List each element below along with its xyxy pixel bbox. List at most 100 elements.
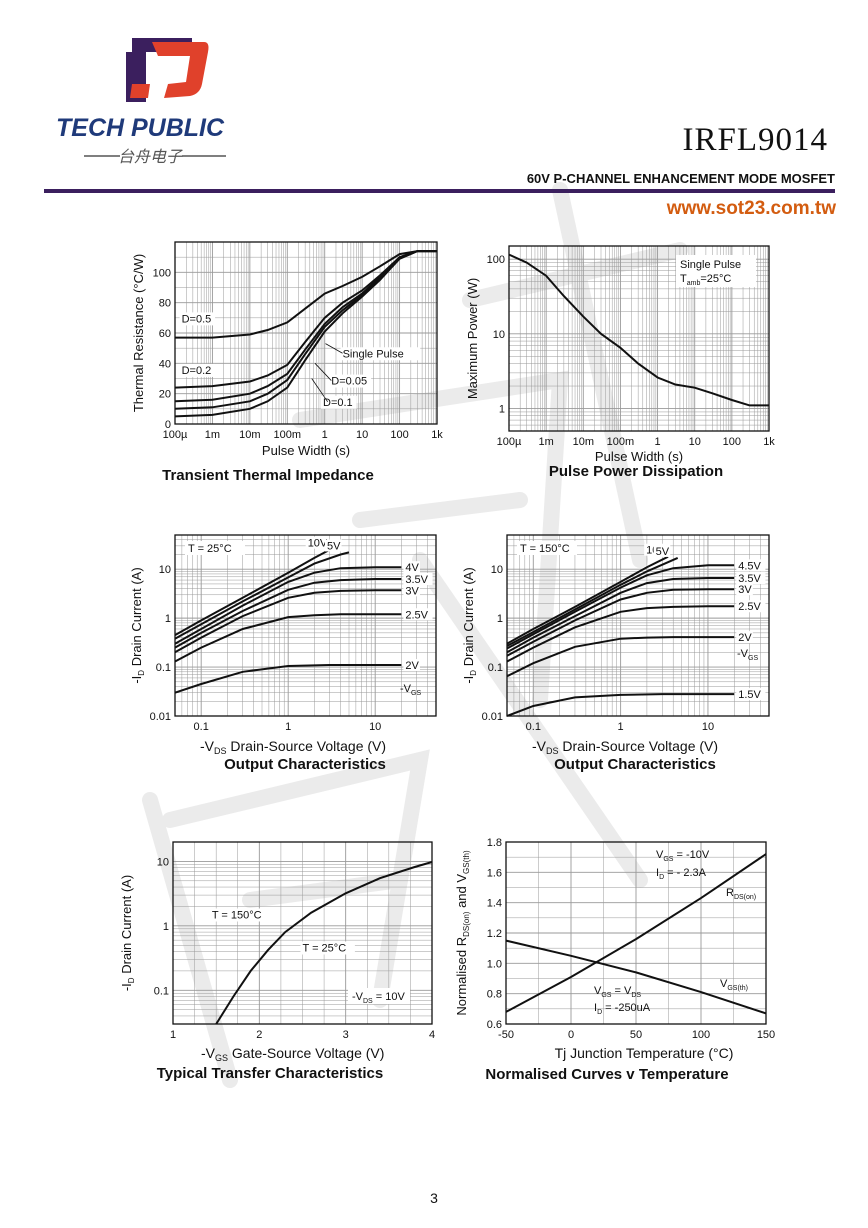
output150-chart-title: Output Characteristics	[554, 756, 716, 773]
output25-ylabel: -ID Drain Current (A)	[129, 567, 146, 683]
part-number: IRFL9014	[682, 122, 828, 158]
tp-mark-icon	[126, 38, 209, 102]
normalised-ron-cond1: VGS = -10V	[656, 849, 710, 863]
output150-series-1	[506, 556, 679, 647]
transfer-annotation-bg	[209, 908, 271, 922]
power-xlabel: Pulse Width (s)	[595, 449, 683, 464]
thermal-xtick-label: 1k	[431, 429, 443, 441]
thermal-chart: 100µ 1m 10m 100m 1 10 100 1k 0 20 40 60 80 100 Pulse W…	[131, 241, 443, 458]
output150-series-label-5: 2.5V	[738, 601, 761, 613]
thermal-xtick-label: 1m	[205, 429, 220, 441]
transfer-xlabel: -VGS Gate-Source Voltage (V)	[201, 1045, 384, 1063]
output150-xtick-label: 10	[702, 721, 714, 733]
output150-series-label-1: 5V	[656, 546, 670, 558]
output25-series-2	[174, 566, 402, 645]
thermal-ytick-label: 100	[153, 267, 171, 279]
thermal-leader	[311, 378, 329, 403]
power-frame	[508, 245, 770, 432]
thermal-ytick-label: 60	[159, 328, 171, 340]
thermal-annotation-4: D=0.1	[323, 397, 353, 409]
power-xtick-label: 10m	[573, 436, 594, 448]
thermal-ytick-label: 40	[159, 358, 171, 370]
device-subtitle: 60V P-CHANNEL ENHANCEMENT MODE MOSFET	[526, 171, 835, 186]
output25-series-5	[174, 613, 402, 663]
output25-chart: 0.1 1 10 0.01 0.1 1 10 -VDS Drain-Source Voltag…	[129, 534, 437, 756]
output25-series-label-bg	[403, 561, 420, 574]
output25-note: T = 25°C	[188, 543, 232, 555]
transfer-grid	[172, 841, 433, 1025]
thermal-grid	[174, 241, 438, 425]
output25-series-label-0: 10V	[308, 538, 328, 550]
output25-xtick-label: 1	[285, 721, 291, 733]
transfer-xtick-label: 1	[170, 1029, 176, 1041]
output25-series-label-bg	[403, 573, 433, 586]
power-xtick-label: 100µ	[497, 436, 522, 448]
thermal-annotation-2: Single Pulse	[343, 348, 404, 360]
normalised-xtick-label: 50	[630, 1029, 642, 1041]
output25-ytick-label: 0.01	[150, 711, 171, 723]
website-link[interactable]: www.sot23.com.tw	[666, 198, 836, 219]
output150-series-3	[506, 577, 735, 654]
output25-series-label-4: 3V	[405, 585, 419, 597]
power-ytick-label: 10	[493, 329, 505, 341]
power-xtick-label: 1m	[539, 436, 554, 448]
thermal-annotation-3: D=0.05	[331, 376, 367, 388]
thermal-xtick-label: 1	[322, 429, 328, 441]
output25-series-label-bg	[305, 536, 329, 549]
power-xtick-label: 1k	[763, 436, 775, 448]
output25-series-label-1: 5V	[327, 540, 341, 552]
thermal-ytick-label: 0	[165, 419, 171, 431]
normalised-xtick-label: 100	[692, 1029, 710, 1041]
normalised-series-0	[505, 853, 767, 1013]
thermal-xtick-label: 10	[356, 429, 368, 441]
output25-series-label-6: 2V	[405, 660, 419, 672]
output150-series-2	[506, 564, 735, 650]
output150-series-label-bg	[736, 559, 766, 572]
power-chart-title: Pulse Power Dissipation	[548, 463, 724, 480]
logo-subtext: 台舟电子	[118, 147, 183, 166]
normalised-ron-name: RDS(on)	[726, 887, 756, 901]
output150-xtick-label: 0.1	[526, 721, 541, 733]
transfer-annotation-1: T = 25°C	[303, 942, 347, 954]
normalised-ytick-label: 0.8	[487, 989, 502, 1001]
normalised-ron-cond2: ID = - 2.3A	[656, 867, 707, 881]
normalised-ytick-label: 1.4	[487, 898, 502, 910]
output150-series-4	[506, 588, 735, 657]
output25-series-label-2: 4V	[405, 562, 419, 574]
thermal-xtick-label: 100m	[274, 429, 302, 441]
output150-series-7	[506, 693, 735, 717]
thermal-leader	[314, 363, 332, 381]
output150-ytick-label: 0.01	[482, 711, 503, 723]
output150-series-label-2: 4.5V	[738, 560, 761, 572]
output25-series-label-5: 2.5V	[405, 609, 428, 621]
output150-series-5	[506, 605, 735, 663]
transfer-ytick-label: 1	[163, 921, 169, 933]
normalised-ytick-label: 0.6	[487, 1019, 502, 1031]
transfer-xtick-label: 3	[343, 1029, 349, 1041]
normalised-frame	[505, 841, 767, 1025]
transfer-frame	[172, 841, 433, 1025]
thermal-leader	[325, 343, 343, 354]
output25-series-0	[174, 548, 331, 636]
power-legend-line1: Single Pulse	[680, 259, 741, 271]
transfer-xtick-label: 4	[429, 1029, 435, 1041]
output25-series-label-bg	[403, 608, 433, 621]
normalised-ytick-label: 1.6	[487, 867, 502, 879]
output150-series-label-bg	[736, 631, 753, 644]
transfer-vds-bg	[348, 988, 410, 1004]
thermal-series-2	[174, 250, 437, 403]
normalised-ytick-label: 1.8	[487, 837, 502, 849]
output150-series-label-7: 1.5V	[738, 689, 761, 701]
output25-series-label-bg	[403, 659, 420, 672]
output25-frame	[174, 534, 437, 717]
output25-chart-title: Output Characteristics	[224, 756, 386, 773]
thermal-frame	[174, 241, 438, 425]
output25-series-label-bg	[403, 584, 420, 597]
transfer-chart: 1 2 3 4 0.1 1 10 -VGS Gate-Source Voltage (V) -I…	[119, 841, 435, 1063]
output25-note-bg	[185, 541, 245, 555]
power-ylabel: Maximum Power (W)	[465, 278, 480, 399]
power-series-0	[508, 253, 769, 407]
thermal-xlabel: Pulse Width (s)	[262, 443, 350, 458]
thermal-ytick-label: 80	[159, 298, 171, 310]
output150-ytick-label: 0.1	[488, 662, 503, 674]
